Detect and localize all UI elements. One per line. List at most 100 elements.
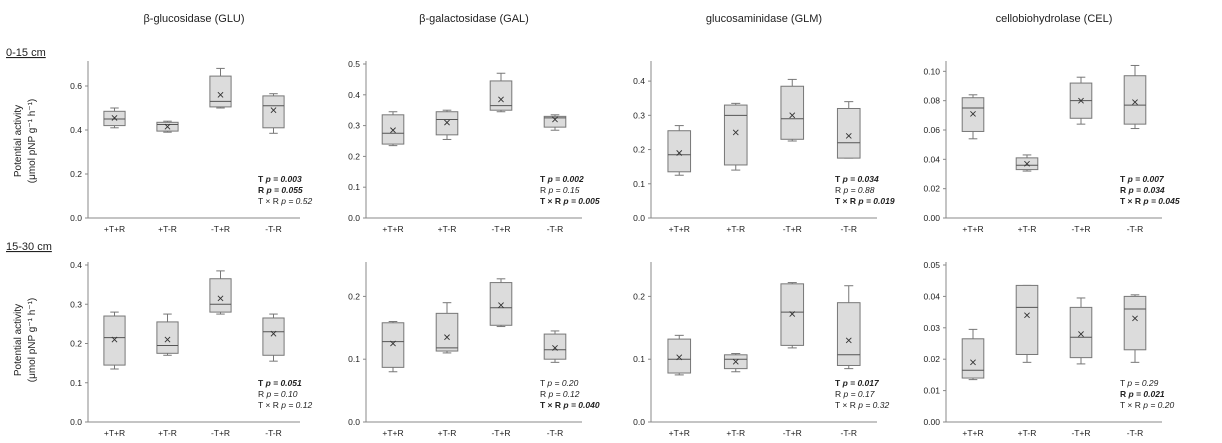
depth-label-15-30: 15-30 cm	[6, 241, 52, 253]
stat-term: T	[835, 174, 843, 184]
x-tick-label: +T-R	[158, 428, 177, 438]
iqr-box	[262, 317, 285, 356]
stat-p: p = 0.051	[265, 378, 302, 388]
y-axis-title-line2: (μmol pNP g⁻¹ h⁻¹)	[27, 298, 38, 382]
stat-line: R p = 0.055	[258, 185, 303, 195]
y-tick-label: 0.1	[633, 354, 645, 364]
y-tick-label: 0.01	[923, 386, 940, 396]
box-+T+R	[667, 334, 692, 376]
stat-line: T p = 0.034	[835, 174, 879, 184]
stat-p: p = 0.040	[562, 400, 599, 410]
stat-line: R p = 0.12	[540, 389, 580, 399]
y-tick-label: 0.4	[348, 90, 360, 100]
x-tick-label: -T+R	[783, 224, 802, 234]
box--T-R	[543, 114, 567, 131]
box-+T-R	[1015, 284, 1039, 363]
mean-marker	[845, 337, 852, 344]
y-tick-label: 0.2	[633, 291, 645, 301]
stat-term: T × R	[1120, 196, 1143, 206]
stat-term: T	[540, 378, 547, 388]
mean-marker	[789, 311, 796, 317]
box-+T-R	[435, 109, 459, 140]
iqr-box	[209, 75, 232, 108]
stat-line: T p = 0.051	[258, 378, 302, 388]
mean-marker	[498, 96, 504, 103]
stat-term: R	[258, 185, 267, 195]
mean-marker	[789, 112, 796, 119]
y-tick-label: 0.1	[348, 354, 360, 364]
stat-p: p = 0.10	[266, 389, 298, 399]
x-tick-label: +T+R	[104, 428, 125, 438]
mean-marker	[552, 344, 558, 351]
stat-line: T p = 0.007	[1120, 174, 1165, 184]
x-tick-label: -T-R	[840, 428, 857, 438]
y-axis-title-line1: Potential activity	[13, 105, 24, 177]
x-tick-label: -T-R	[265, 428, 282, 438]
box--T-R	[1123, 64, 1147, 130]
stat-p: p = 0.034	[1128, 185, 1165, 195]
box-+T-R	[156, 120, 179, 133]
mean-marker	[1132, 99, 1138, 106]
box--T+R	[780, 282, 805, 349]
mean-marker	[270, 330, 277, 337]
panel-8: 0.00 0.01 0.02 0.03 0.04 0.05 +T+R +T-R -T+R -T-R…	[923, 260, 1174, 438]
stat-term: T × R	[1120, 400, 1143, 410]
x-tick-label: +T+R	[382, 224, 403, 234]
iqr-box	[961, 97, 985, 132]
box-+T-R	[156, 313, 179, 356]
box-+T+R	[667, 125, 692, 176]
iqr-box	[543, 333, 567, 360]
y-tick-label: 0.0	[633, 417, 645, 427]
y-tick-label: 0.4	[633, 76, 645, 86]
x-tick-label: -T-R	[1127, 224, 1144, 234]
stat-line: T × R p = 0.019	[835, 196, 895, 206]
x-tick-label: -T+R	[1071, 428, 1090, 438]
box-+T+R	[103, 107, 126, 129]
stat-line: T p = 0.002	[540, 174, 584, 184]
y-axis-title-line2: (μmol pNP g⁻¹ h⁻¹)	[27, 99, 38, 183]
box--T+R	[209, 67, 232, 109]
mean-marker	[732, 358, 739, 365]
y-tick-label: 0.10	[923, 66, 940, 76]
x-tick-label: +T-R	[1018, 224, 1037, 234]
stat-line: R p = 0.88	[835, 185, 875, 195]
x-tick-label: -T-R	[1127, 428, 1144, 438]
stat-line: T × R p = 0.52	[258, 196, 312, 206]
mean-marker	[270, 107, 277, 114]
stat-line: R p = 0.17	[835, 389, 875, 399]
iqr-box	[381, 114, 405, 145]
iqr-box	[103, 315, 126, 366]
box--T+R	[780, 78, 805, 142]
box--T-R	[836, 101, 861, 159]
panel-2: β-galactosidase (GAL) 0.0 0.1 0.2 0.3 0.4 0.5 +…	[348, 13, 600, 234]
y-tick-label: 0.02	[923, 184, 940, 194]
x-tick-label: -T+R	[1071, 224, 1090, 234]
x-tick-label: +T+R	[962, 224, 983, 234]
y-tick-label: 0.1	[633, 179, 645, 189]
x-tick-label: -T-R	[547, 428, 564, 438]
x-tick-label: +T-R	[158, 224, 177, 234]
stat-p: p = 0.045	[1142, 196, 1179, 206]
box--T-R	[262, 93, 285, 134]
panel-4: cellobiohydrolase (CEL) 0.00 0.02 0.04 0.06 0…	[923, 13, 1179, 234]
box--T-R	[836, 285, 861, 370]
box-+T-R	[435, 302, 459, 354]
y-axis-title-bottom: Potential activity (μmol pNP g⁻¹ h⁻¹)	[13, 298, 38, 382]
stat-term: R	[1120, 185, 1129, 195]
panel-title: β-galactosidase (GAL)	[419, 13, 529, 25]
y-tick-label: 0.00	[923, 213, 940, 223]
iqr-box	[723, 104, 748, 166]
mean-marker	[217, 295, 224, 302]
iqr-box	[489, 80, 513, 111]
y-tick-label: 0.0	[70, 213, 82, 223]
iqr-box	[1015, 284, 1039, 355]
panel-title: cellobiohydrolase (CEL)	[996, 13, 1113, 25]
iqr-box	[836, 107, 861, 159]
x-tick-label: -T-R	[547, 224, 564, 234]
stat-line: T × R p = 0.045	[1120, 196, 1180, 206]
box-+T+R	[103, 311, 126, 370]
stat-p: p = 0.17	[843, 389, 875, 399]
y-tick-label: 0.2	[348, 151, 360, 161]
iqr-box	[156, 321, 179, 354]
